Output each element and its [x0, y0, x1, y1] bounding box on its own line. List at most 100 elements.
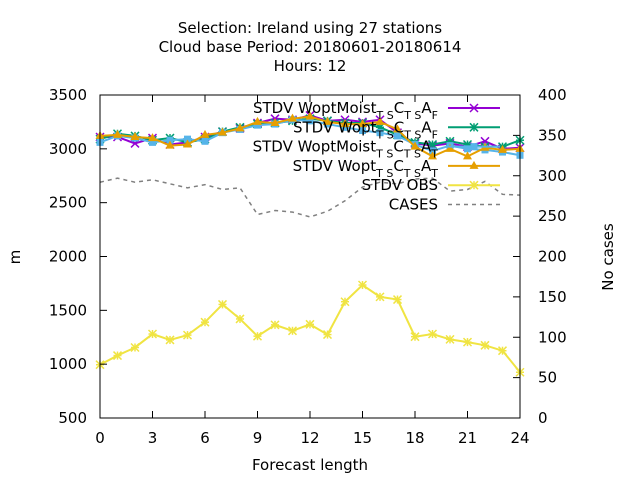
x-tick-label: 15 [353, 429, 372, 447]
y-tick-label: 3500 [49, 86, 87, 104]
x-tick-label: 3 [148, 429, 158, 447]
data-point-4-8 [235, 314, 245, 324]
y2-tick-label: 100 [538, 328, 567, 346]
legend-entry-0: STDV WoptMoistT SCT SAF [253, 99, 500, 122]
data-point-4-12 [305, 319, 315, 329]
legend-label: STDV WoptMoistT SCT SAF [253, 99, 438, 122]
legend-marker [469, 122, 479, 132]
data-point-2-3 [149, 138, 156, 146]
y2-tick-label: 200 [538, 248, 567, 266]
data-point-4-14 [340, 297, 350, 307]
data-point-2-12 [306, 117, 314, 125]
data-point-4-15 [357, 280, 368, 290]
y2-tick-label: 250 [538, 207, 567, 225]
y-tick-label: 2500 [49, 194, 87, 212]
data-point-3-15 [358, 119, 367, 128]
y-tick-label: 1000 [49, 355, 87, 373]
data-point-4-10 [270, 320, 280, 330]
legend-entry-3: STDV WoptT SCT SAT [293, 157, 500, 180]
data-point-3-20 [445, 143, 455, 152]
x-axis-label: Forecast length [252, 456, 368, 474]
y2-tick-label: 350 [538, 126, 567, 144]
legend-marker [470, 143, 478, 151]
data-point-3-11 [288, 113, 297, 122]
y2-tick-label: 300 [538, 167, 567, 185]
data-point-1-19 [427, 139, 438, 150]
data-point-3-1 [113, 129, 122, 138]
data-point-4-4 [165, 335, 175, 345]
data-point-2-21 [464, 145, 471, 153]
x-tick-label: 12 [300, 429, 319, 447]
y-tick-label: 1500 [49, 301, 87, 319]
data-point-2-14 [341, 123, 349, 131]
chart-title: Selection: Ireland using 27 stations Clo… [159, 19, 462, 75]
data-point-3-10 [270, 117, 280, 126]
data-point-2-6 [201, 137, 209, 145]
x-tick-label: 24 [510, 429, 529, 447]
y-tick-label: 500 [58, 409, 87, 427]
data-point-4-2 [130, 342, 140, 353]
legend-label: STDV WoptT SCT SAT [293, 157, 439, 180]
y2-tick-label: 0 [538, 409, 548, 427]
legend-label: STDV OBS [362, 176, 438, 194]
series-4 [95, 280, 525, 377]
legend-marker [469, 180, 479, 190]
data-point-3-19 [428, 151, 437, 160]
legend-label: STDV WoptMoistT SCT SAT [253, 138, 439, 161]
data-point-3-13 [323, 116, 332, 125]
y2-tick-label: 50 [538, 369, 557, 387]
series-line-4 [99, 283, 521, 373]
legend-marker [469, 160, 479, 169]
series-5 [99, 177, 521, 218]
y-axis-label: m [6, 250, 24, 265]
data-point-3-23 [498, 144, 507, 153]
data-point-3-8 [235, 123, 245, 132]
x-tick-label: 0 [95, 429, 105, 447]
data-point-3-12 [305, 111, 315, 120]
data-point-4-23 [497, 346, 508, 356]
data-point-3-7 [218, 127, 227, 136]
data-point-4-16 [375, 292, 385, 302]
data-point-4-7 [217, 299, 228, 309]
data-point-4-3 [147, 329, 158, 339]
y2-tick-label: 150 [538, 288, 567, 306]
data-point-2-15 [359, 127, 366, 135]
data-point-4-22 [480, 340, 490, 350]
data-point-3-17 [393, 124, 402, 133]
data-point-3-6 [200, 129, 210, 138]
data-point-4-18 [410, 332, 420, 342]
x-tick-label: 6 [200, 429, 210, 447]
data-point-4-13 [322, 330, 333, 340]
data-point-3-18 [410, 141, 420, 150]
title-line-1: Selection: Ireland using 27 stations [178, 19, 442, 37]
data-point-3-9 [253, 116, 262, 125]
data-point-4-5 [182, 330, 193, 340]
data-point-3-5 [183, 139, 192, 148]
legend-entry-5: CASES [389, 196, 500, 214]
data-point-2-17 [394, 132, 401, 140]
series-line-5 [99, 177, 521, 218]
data-point-4-20 [445, 334, 455, 344]
data-point-3-2 [130, 131, 140, 140]
title-line-2: Cloud base Period: 20180601-20180614 [159, 38, 462, 56]
y-tick-label: 2000 [49, 248, 87, 266]
x-tick-label: 21 [458, 429, 477, 447]
data-point-4-21 [462, 337, 473, 347]
legend-entry-4: STDV OBS [362, 176, 500, 194]
data-point-4-6 [200, 317, 210, 327]
legend-label: STDV WoptT SCT SAF [293, 118, 438, 141]
y2-axis-label: No cases [599, 223, 617, 291]
y2-tick-label: 400 [538, 86, 567, 104]
data-point-3-14 [340, 119, 350, 128]
data-point-2-16 [376, 129, 384, 137]
x-tick-label: 18 [405, 429, 424, 447]
legend-entry-1: STDV WoptT SCT SAF [293, 118, 500, 141]
data-point-2-5 [184, 135, 191, 143]
data-point-4-11 [287, 326, 298, 336]
data-point-4-17 [392, 295, 403, 305]
legend-entry-2: STDV WoptMoistT SCT SAT [253, 138, 500, 161]
data-point-3-16 [375, 116, 385, 125]
x-tick-label: 9 [253, 429, 263, 447]
